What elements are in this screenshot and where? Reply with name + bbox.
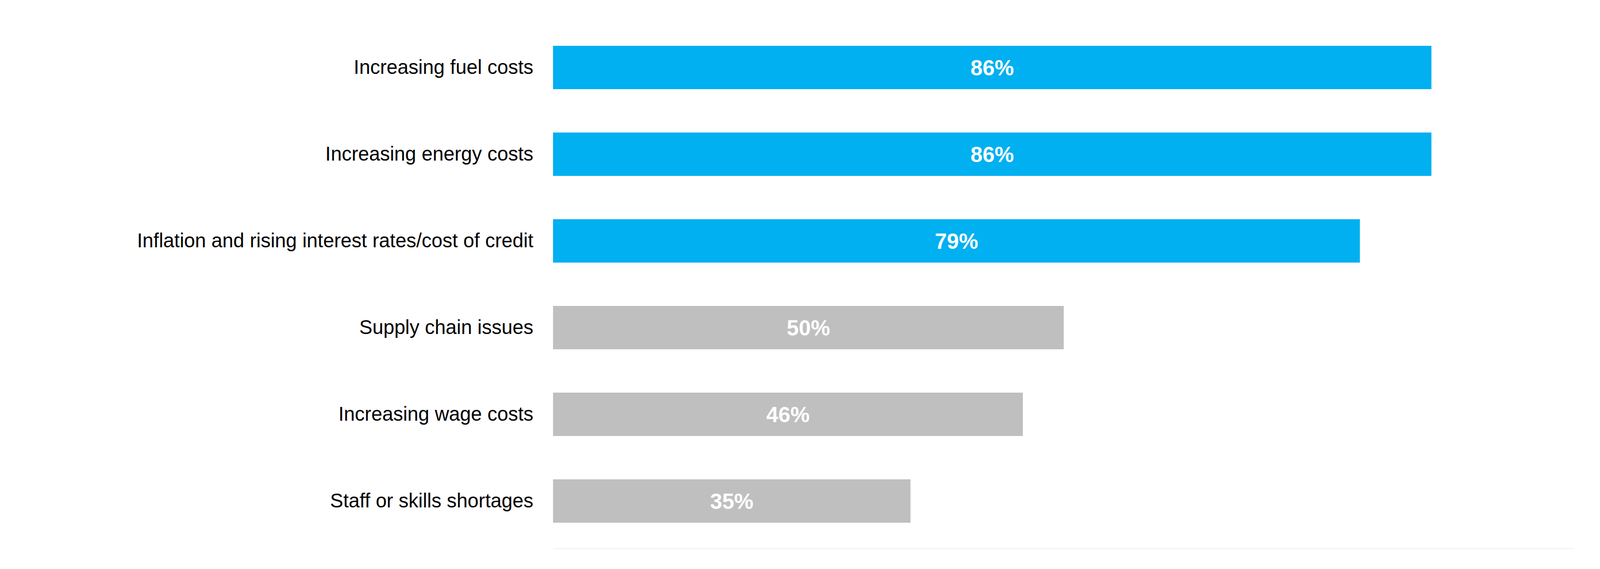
y-tick: Increasing fuel costs	[353, 56, 534, 78]
data-label: 35%	[710, 489, 754, 514]
bar	[553, 392, 1023, 436]
plot-area	[553, 45, 1432, 523]
data-labels: 86% 86% 79% 50% 46% 35%	[710, 55, 1014, 514]
y-tick: Staff or skills shortages	[329, 489, 534, 512]
x-axis-line	[553, 548, 1575, 549]
y-tick-label: Inflation and rising interest rates/cost…	[136, 229, 534, 252]
data-label: 86%	[970, 55, 1014, 80]
chart: 86%86%79%50%46%35%Increasing fuel costsI…	[0, 0, 1600, 569]
data-label: 79%	[934, 228, 979, 254]
bar	[553, 132, 1432, 176]
bar	[553, 45, 1432, 90]
y-tick-label: Increasing energy costs	[325, 142, 534, 165]
y-tick-label: Increasing fuel costs	[353, 56, 534, 78]
data-label: 86%	[970, 142, 1014, 167]
x-axis	[553, 548, 1575, 549]
y-tick-label: Staff or skills shortages	[329, 489, 534, 512]
y-tick: Inflation and rising interest rates/cost…	[136, 229, 534, 252]
y-tick-label: Increasing wage costs	[338, 402, 534, 425]
y-tick: Increasing energy costs	[325, 142, 534, 165]
y-axis: Increasing fuel costs Increasing energy c…	[136, 56, 534, 512]
y-tick: Increasing wage costs	[338, 402, 534, 425]
data-label: 50%	[786, 315, 830, 340]
data-label: 46%	[766, 402, 810, 427]
y-tick: Supply chain issues	[359, 316, 534, 338]
y-tick-label: Supply chain issues	[359, 316, 534, 338]
bar	[553, 305, 1064, 350]
bar	[553, 219, 1360, 263]
bar	[553, 479, 911, 523]
